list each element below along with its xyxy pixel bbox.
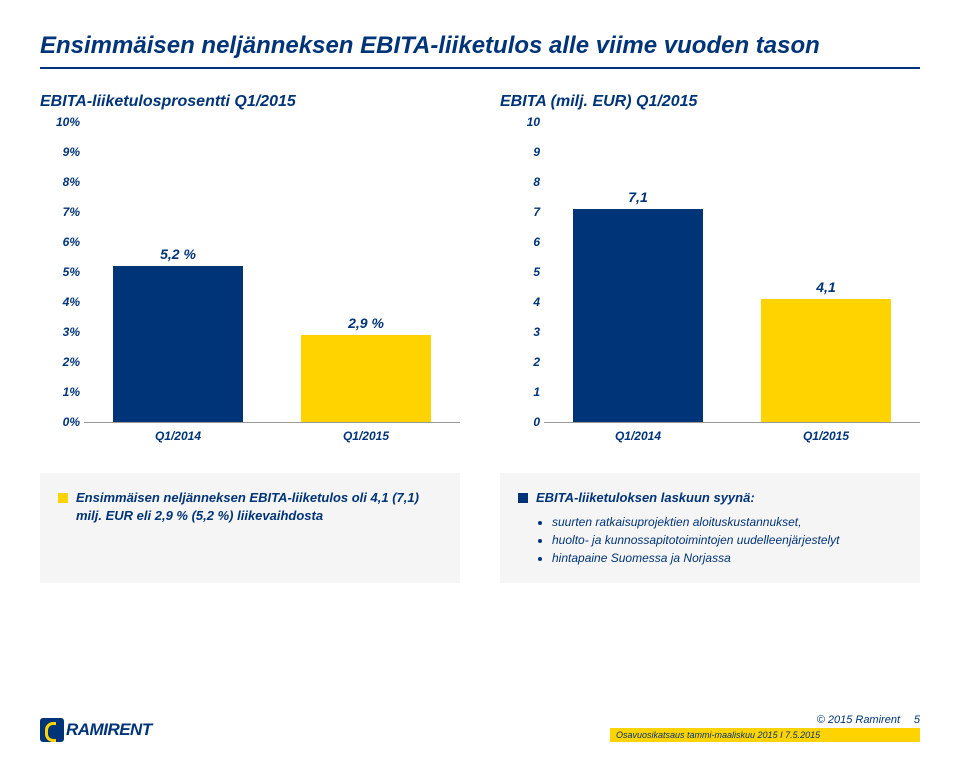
left-chart-panel: EBITA-liiketulosprosentti Q1/2015 0% 1% 2%… <box>40 93 460 443</box>
y-tick-label: 7% <box>40 205 80 219</box>
left-note-box: Ensimmäisen neljänneksen EBITA-liiketulo… <box>40 473 460 583</box>
y-tick-label: 0% <box>40 415 80 429</box>
y-tick-label: 4 <box>500 295 540 309</box>
x-tick-label: Q1/2015 <box>343 429 389 443</box>
bar-wrap: 4,1 <box>747 279 905 422</box>
right-chart: 0123456789107,14,1 <box>544 123 920 423</box>
y-tick-label: 1% <box>40 385 80 399</box>
bar-value-label: 2,9 % <box>348 315 384 331</box>
page-number: 5 <box>914 714 920 726</box>
charts-row: EBITA-liiketulosprosentti Q1/2015 0% 1% 2%… <box>40 93 920 443</box>
footer: RAMIRENT © 2015 Ramirent 5 Osavuosikatsa… <box>0 700 960 760</box>
y-tick-label: 6 <box>500 235 540 249</box>
logo-text: RAMIRENT <box>66 720 152 740</box>
bar-wrap: 5,2 % <box>99 246 257 422</box>
y-tick-label: 8% <box>40 175 80 189</box>
left-note-text: Ensimmäisen neljänneksen EBITA-liiketulo… <box>76 489 442 525</box>
bar-wrap: 7,1 <box>559 189 717 422</box>
bar-value-label: 5,2 % <box>160 246 196 262</box>
x-tick-label: Q1/2014 <box>155 429 201 443</box>
bar <box>761 299 890 422</box>
bullet-square-icon <box>518 493 528 503</box>
left-chart: 0%1%2%3%4%5%6%7%8%9%10%5,2 %2,9 % <box>84 123 460 423</box>
y-tick-label: 10% <box>40 115 80 129</box>
brand-logo: RAMIRENT <box>40 718 152 742</box>
page-title: Ensimmäisen neljänneksen EBITA-liiketulo… <box>40 30 920 61</box>
footer-bar-text: Osavuosikatsaus tammi-maaliskuu 2015 I 7… <box>610 730 820 740</box>
y-tick-label: 5 <box>500 265 540 279</box>
note-list-item: suurten ratkaisuprojektien aloituskustan… <box>552 513 902 531</box>
y-tick-label: 9% <box>40 145 80 159</box>
bullet-square-icon <box>58 493 68 503</box>
title-underline <box>40 67 920 69</box>
bar-wrap: 2,9 % <box>287 315 445 422</box>
left-chart-title: EBITA-liiketulosprosentti Q1/2015 <box>40 93 460 111</box>
right-chart-panel: EBITA (milj. EUR) Q1/2015 0 1 2 3 4 5 6 7 8 9 10 7,… <box>500 93 920 443</box>
y-tick-label: 7 <box>500 205 540 219</box>
y-tick-label: 6% <box>40 235 80 249</box>
left-chart-xlabels: Q1/2014 Q1/2015 <box>84 423 460 443</box>
y-tick-label: 10 <box>500 115 540 129</box>
y-tick-label: 2 <box>500 355 540 369</box>
bar <box>301 335 430 422</box>
bar-value-label: 7,1 <box>628 189 647 205</box>
y-tick-label: 0 <box>500 415 540 429</box>
y-tick-label: 9 <box>500 145 540 159</box>
right-note-list: suurten ratkaisuprojektien aloituskustan… <box>552 513 902 567</box>
bar-value-label: 4,1 <box>816 279 835 295</box>
right-chart-title: EBITA (milj. EUR) Q1/2015 <box>500 93 920 111</box>
right-note-box: EBITA-liiketuloksen laskuun syynä: suurt… <box>500 473 920 583</box>
bar <box>113 266 242 422</box>
note-list-item: huolto- ja kunnossapitotoimintojen uudel… <box>552 531 902 549</box>
bar <box>573 209 702 422</box>
footer-yellow-bar: Osavuosikatsaus tammi-maaliskuu 2015 I 7… <box>610 728 920 742</box>
right-chart-xlabels: Q1/2014 Q1/2015 <box>544 423 920 443</box>
y-tick-label: 2% <box>40 355 80 369</box>
y-tick-label: 1 <box>500 385 540 399</box>
note-list-item: hintapaine Suomessa ja Norjassa <box>552 549 902 567</box>
logo-mark-icon <box>40 718 64 742</box>
x-tick-label: Q1/2014 <box>615 429 661 443</box>
y-tick-label: 8 <box>500 175 540 189</box>
copyright: © 2015 Ramirent <box>817 714 900 726</box>
notes-row: Ensimmäisen neljänneksen EBITA-liiketulo… <box>40 473 920 583</box>
y-tick-label: 3% <box>40 325 80 339</box>
right-note-heading: EBITA-liiketuloksen laskuun syynä: <box>536 489 755 507</box>
y-tick-label: 3 <box>500 325 540 339</box>
x-tick-label: Q1/2015 <box>803 429 849 443</box>
y-tick-label: 5% <box>40 265 80 279</box>
y-tick-label: 4% <box>40 295 80 309</box>
slide: Ensimmäisen neljänneksen EBITA-liiketulo… <box>0 0 960 760</box>
